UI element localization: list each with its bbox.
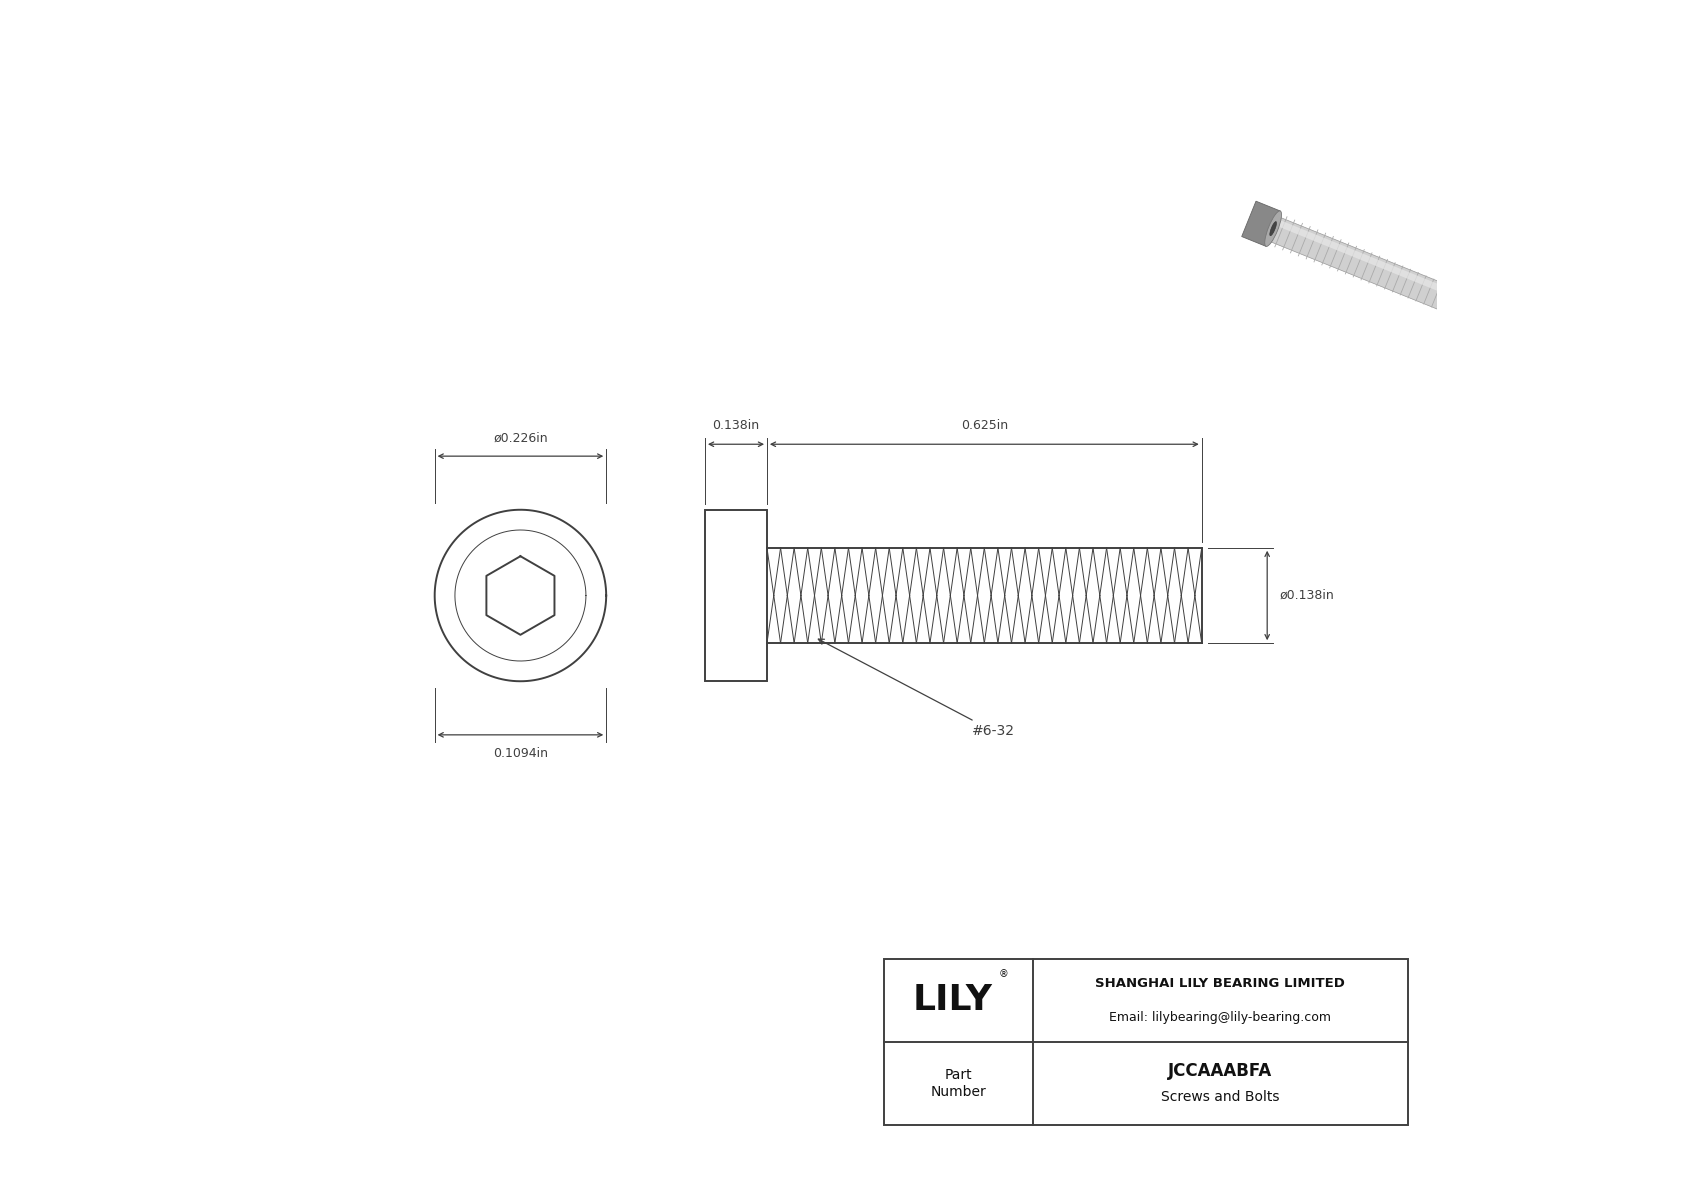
Text: #6-32: #6-32 — [818, 640, 1015, 738]
Text: ®: ® — [999, 969, 1009, 979]
Bar — [884, 959, 1408, 1125]
Polygon shape — [1268, 217, 1450, 310]
Text: SHANGHAI LILY BEARING LIMITED: SHANGHAI LILY BEARING LIMITED — [1095, 978, 1346, 990]
Ellipse shape — [1265, 211, 1282, 247]
Text: JCCAAABFA: JCCAAABFA — [1169, 1061, 1273, 1080]
Text: 0.625in: 0.625in — [962, 419, 1009, 432]
Bar — [706, 510, 766, 681]
Text: ø0.138in: ø0.138in — [1280, 590, 1334, 601]
Polygon shape — [1275, 219, 1448, 294]
Text: Part: Part — [945, 1068, 972, 1083]
Polygon shape — [1241, 201, 1280, 247]
Text: 0.1094in: 0.1094in — [493, 747, 547, 760]
Ellipse shape — [1270, 222, 1276, 236]
Text: 0.138in: 0.138in — [712, 419, 759, 432]
Text: ø0.226in: ø0.226in — [493, 431, 547, 444]
Text: Screws and Bolts: Screws and Bolts — [1160, 1090, 1280, 1104]
Text: Number: Number — [930, 1085, 987, 1099]
Text: Email: lilybearing@lily-bearing.com: Email: lilybearing@lily-bearing.com — [1110, 1011, 1330, 1023]
Text: LILY: LILY — [913, 984, 992, 1017]
